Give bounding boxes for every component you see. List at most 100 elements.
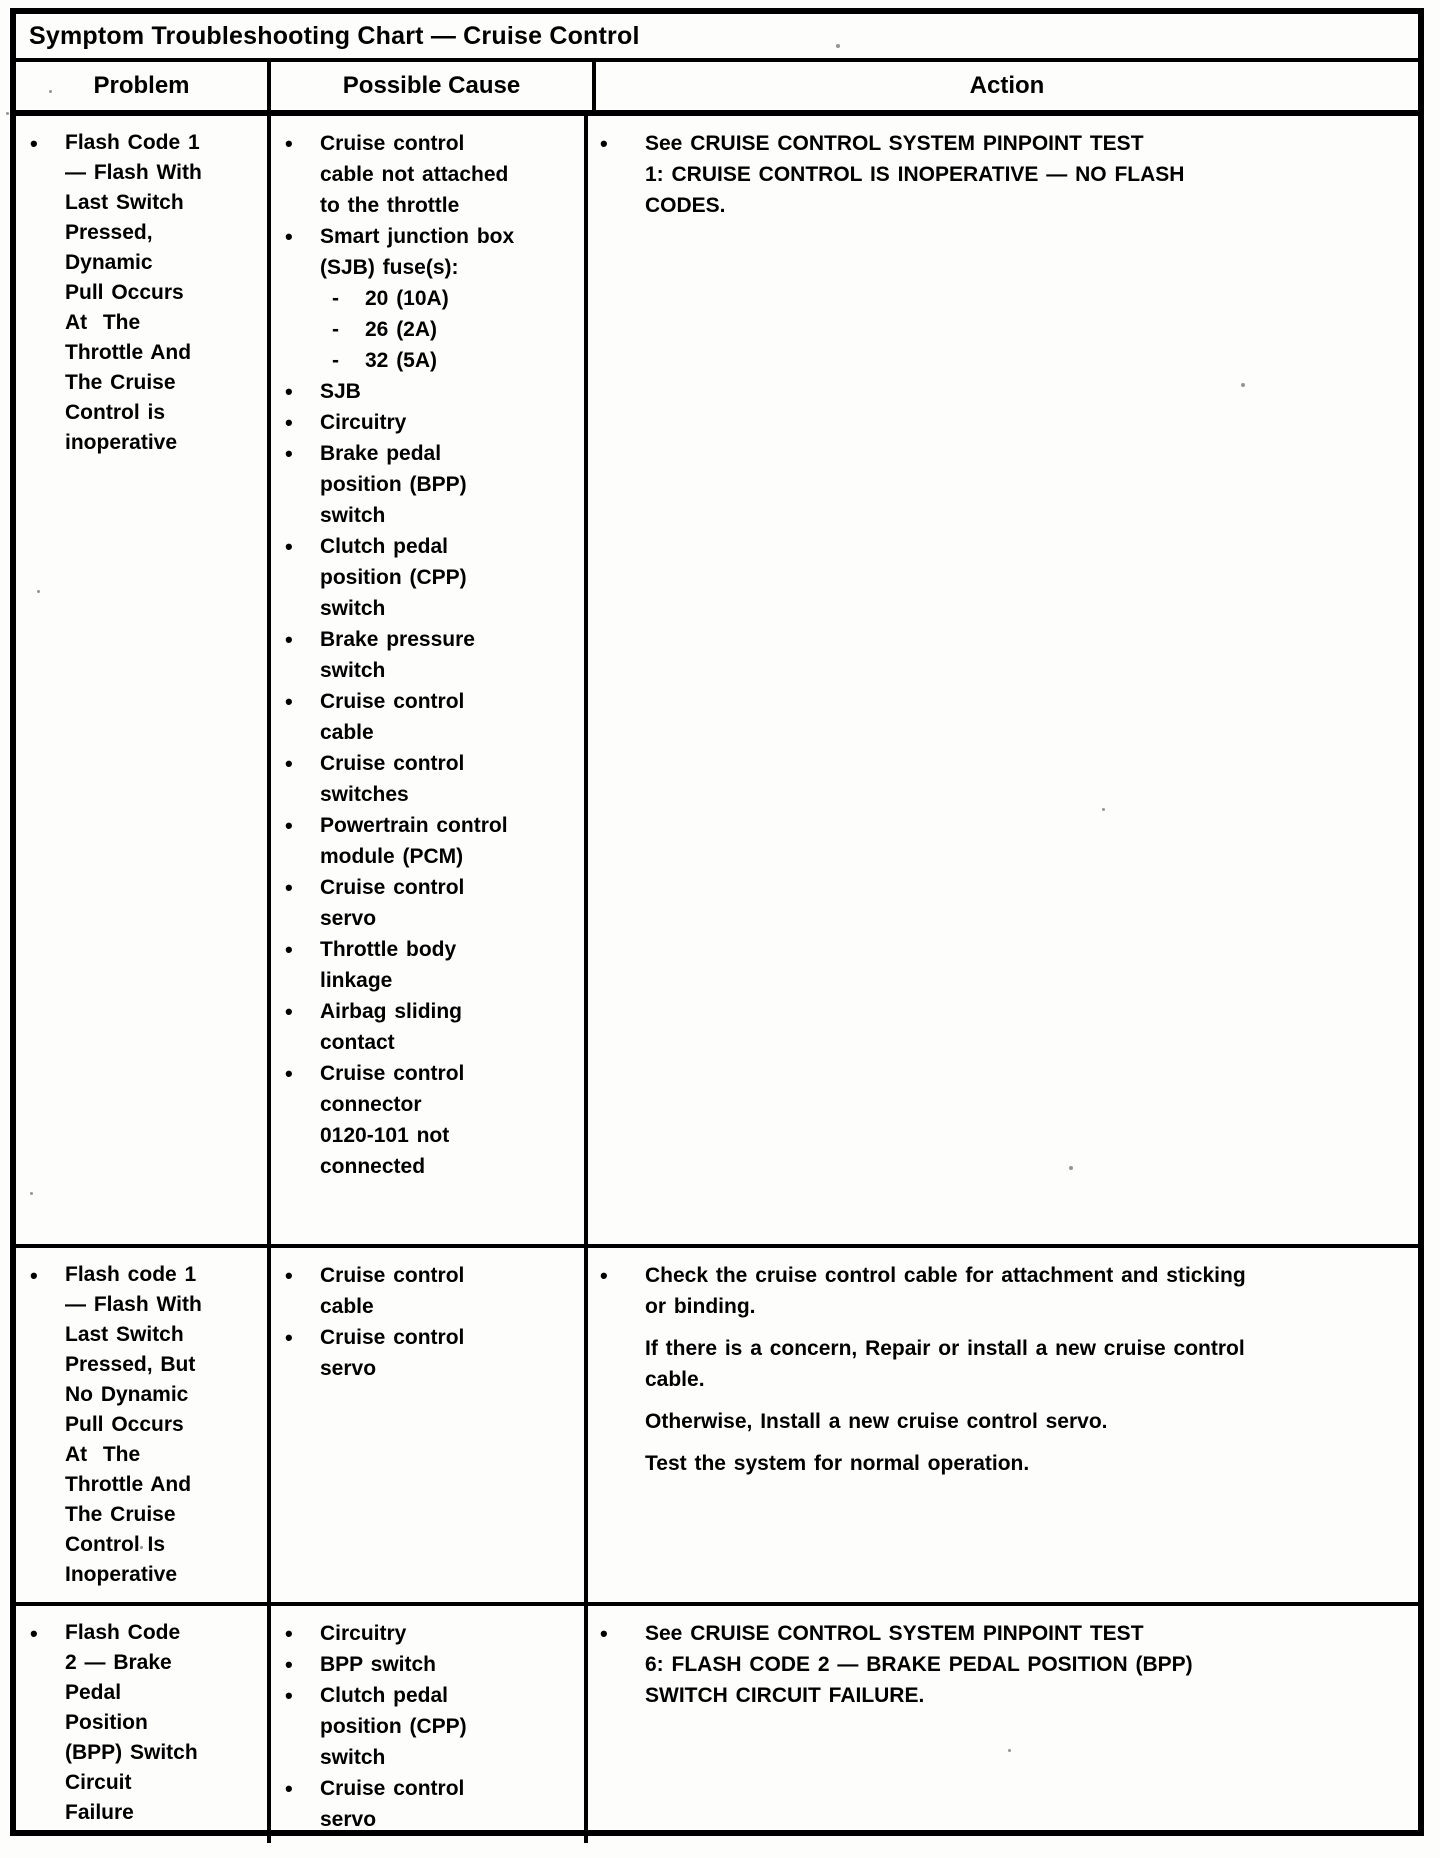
- possible-cause-cell: • Circuitry • BPP switch • Clutch pedal …: [267, 1606, 588, 1843]
- cause-text: Powertrain control module (PCM): [320, 814, 508, 868]
- cause-item: • Clutch pedal position (CPP) switch: [285, 531, 578, 624]
- bullet-marker: •: [285, 751, 293, 776]
- bullet-marker: •: [285, 224, 293, 249]
- table-header: Problem Possible Cause Action: [16, 62, 1418, 116]
- action-cell: • See CRUISE CONTROL SYSTEM PINPOINT TES…: [588, 116, 1418, 1244]
- action-item: • See CRUISE CONTROL SYSTEM PINPOINT TES…: [600, 1618, 1404, 1711]
- bullet-marker: •: [285, 937, 293, 962]
- scan-speck: [140, 1546, 143, 1549]
- cause-item: • Smart junction box (SJB) fuse(s): - 20…: [285, 221, 578, 376]
- bullet-marker: •: [285, 1652, 293, 1677]
- bullet-marker: •: [285, 1776, 293, 1801]
- fuse-subitem: - 20 (10A): [332, 283, 578, 314]
- column-header-possible-cause: Possible Cause: [267, 62, 596, 110]
- cause-item: • Brake pressure switch: [285, 624, 578, 686]
- cause-text: Airbag sliding contact: [320, 1000, 463, 1054]
- scan-speck: [1241, 383, 1245, 387]
- scan-speck: [6, 112, 9, 115]
- bullet-marker: •: [285, 1621, 293, 1646]
- dash-marker: -: [332, 287, 339, 310]
- troubleshooting-table: Symptom Troubleshooting Chart — Cruise C…: [10, 8, 1424, 1843]
- cause-item: • Airbag sliding contact: [285, 996, 578, 1058]
- bullet-marker: •: [600, 1263, 608, 1288]
- problem-cell: • Flash Code 1 — Flash With Last Switch …: [16, 116, 267, 1244]
- cause-text: SJB: [320, 380, 361, 403]
- bullet-marker: •: [285, 1061, 293, 1086]
- cause-item: • Cruise control servo: [285, 1322, 578, 1384]
- action-item: • See CRUISE CONTROL SYSTEM PINPOINT TES…: [600, 128, 1404, 221]
- action-paragraph: Test the system for normal operation.: [645, 1452, 1030, 1475]
- cause-text: Cruise control servo: [320, 1777, 465, 1831]
- fuse-text: 20 (10A): [365, 287, 449, 310]
- dash-marker: -: [332, 349, 339, 372]
- problem-item: • Flash Code 2 — Brake Pedal Position (B…: [30, 1618, 261, 1828]
- cause-item: • BPP switch: [285, 1649, 578, 1680]
- action-text: See CRUISE CONTROL SYSTEM PINPOINT TEST …: [645, 132, 1185, 217]
- bullet-marker: •: [600, 131, 608, 156]
- bullet-marker: •: [285, 1325, 293, 1350]
- cause-item: • Throttle body linkage: [285, 934, 578, 996]
- cause-text: Circuitry: [320, 1622, 407, 1645]
- cause-item: • Cruise control servo: [285, 872, 578, 934]
- possible-cause-cell: • Cruise control cable not attached to t…: [267, 116, 588, 1244]
- cause-item: • Cruise control switches: [285, 748, 578, 810]
- problem-text: Flash code 1 — Flash With Last Switch Pr…: [65, 1263, 202, 1586]
- bullet-marker: •: [30, 1621, 38, 1646]
- column-header-action: Action: [969, 72, 1045, 99]
- possible-cause-cell: • Cruise control cable • Cruise control …: [267, 1248, 588, 1602]
- cause-text-group: Smart junction box (SJB) fuse(s): - 20 (…: [320, 221, 578, 376]
- scan-speck: [49, 90, 52, 93]
- bullet-marker: •: [600, 1621, 608, 1646]
- fuse-text: 32 (5A): [365, 349, 438, 372]
- action-text: See CRUISE CONTROL SYSTEM PINPOINT TEST …: [645, 1622, 1193, 1707]
- bullet-marker: •: [285, 441, 293, 466]
- cause-text: Cruise control cable: [320, 1264, 465, 1318]
- bullet-marker: •: [285, 534, 293, 559]
- cause-item: • SJB: [285, 376, 578, 407]
- table-title: Symptom Troubleshooting Chart — Cruise C…: [16, 14, 1418, 62]
- scan-speck: [1008, 1749, 1011, 1752]
- action-item: • Check the cruise control cable for att…: [600, 1260, 1404, 1479]
- bullet-marker: •: [285, 131, 293, 156]
- column-header-problem: Problem: [93, 72, 190, 99]
- cause-text: Brake pressure switch: [320, 628, 475, 682]
- dash-marker: -: [332, 318, 339, 341]
- bullet-marker: •: [285, 875, 293, 900]
- cause-text: Throttle body linkage: [320, 938, 457, 992]
- bullet-marker: •: [30, 131, 38, 156]
- cause-text: Cruise control cable: [320, 690, 465, 744]
- cause-text: BPP switch: [320, 1653, 436, 1676]
- cause-text: Cruise control servo: [320, 1326, 465, 1380]
- action-cell: • Check the cruise control cable for att…: [588, 1248, 1418, 1602]
- cause-item: • Cruise control cable: [285, 686, 578, 748]
- action-paragraph: Check the cruise control cable for attac…: [645, 1264, 1246, 1318]
- bullet-marker: •: [285, 379, 293, 404]
- cause-text: Cruise control servo: [320, 876, 465, 930]
- scan-speck: [30, 1192, 33, 1195]
- cause-text: Cruise control switches: [320, 752, 465, 806]
- cause-text: Clutch pedal position (CPP) switch: [320, 1684, 467, 1769]
- problem-cell: • Flash code 1 — Flash With Last Switch …: [16, 1248, 267, 1602]
- action-text-group: Check the cruise control cable for attac…: [645, 1260, 1404, 1479]
- problem-item: • Flash Code 1 — Flash With Last Switch …: [30, 128, 261, 458]
- fuse-subitem: - 26 (2A): [332, 314, 578, 345]
- bullet-marker: •: [30, 1263, 38, 1288]
- cause-item: • Cruise control servo: [285, 1773, 578, 1835]
- cause-item: • Clutch pedal position (CPP) switch: [285, 1680, 578, 1773]
- bullet-marker: •: [285, 689, 293, 714]
- cause-item: • Powertrain control module (PCM): [285, 810, 578, 872]
- cause-text: Smart junction box (SJB) fuse(s):: [320, 225, 515, 279]
- fuse-text: 26 (2A): [365, 318, 438, 341]
- problem-text: Flash Code 2 — Brake Pedal Position (BPP…: [65, 1621, 198, 1824]
- action-paragraph: If there is a concern, Repair or install…: [645, 1337, 1245, 1391]
- scan-speck: [1102, 808, 1105, 811]
- cause-text: Cruise control cable not attached to the…: [320, 132, 509, 217]
- problem-text: Flash Code 1 — Flash With Last Switch Pr…: [65, 131, 202, 454]
- bullet-marker: •: [285, 1683, 293, 1708]
- table-row-flash-code-2-bpp-switch: • Flash Code 2 — Brake Pedal Position (B…: [16, 1602, 1418, 1843]
- bullet-marker: •: [285, 410, 293, 435]
- cause-text: Circuitry: [320, 411, 407, 434]
- cause-item: • Brake pedal position (BPP) switch: [285, 438, 578, 531]
- bullet-marker: •: [285, 1263, 293, 1288]
- cause-text: Clutch pedal position (CPP) switch: [320, 535, 467, 620]
